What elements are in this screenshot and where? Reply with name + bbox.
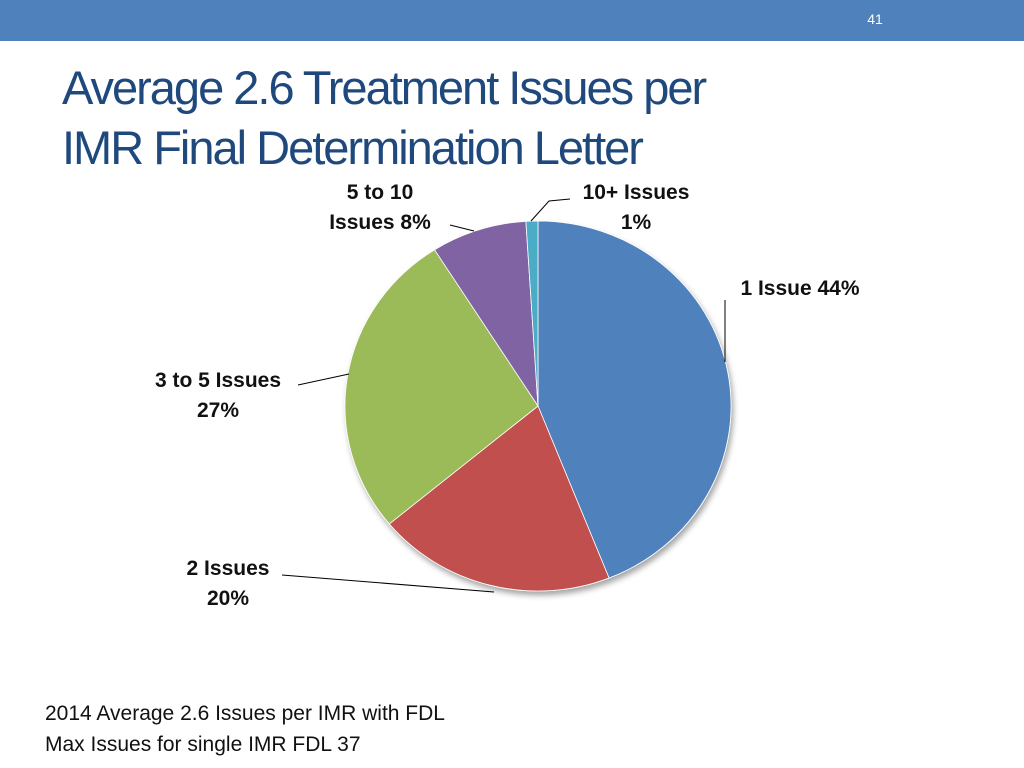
slide-number: 41: [867, 11, 883, 27]
slice-label-3-line-1: 3 to 5 Issues: [155, 369, 281, 392]
slice-label-4-line-2: Issues 8%: [329, 211, 431, 234]
title-line-1: Average 2.6 Treatment Issues per: [62, 61, 707, 114]
pie-slice-1: [537, 220, 732, 579]
top-bar: [0, 0, 1024, 41]
footnote-line-2: Max Issues for single IMR FDL 37: [45, 733, 361, 756]
slice-label-5-line-1: 10+ Issues: [583, 181, 690, 204]
leader-line-3: [297, 373, 350, 386]
pie-slice-4: [434, 220, 539, 408]
slice-label-5-line-2: 1%: [621, 211, 652, 234]
slice-label-2-line-1: 2 Issues: [187, 557, 270, 580]
pie-slice-5: [525, 220, 539, 407]
slice-label-3-line-2: 27%: [197, 399, 239, 422]
leader-line-5: [530, 198, 571, 222]
slide-title: Average 2.6 Treatment Issues per IMR Fin…: [62, 58, 707, 178]
footnote: 2014 Average 2.6 Issues per IMR with FDL…: [45, 698, 445, 760]
leader-line-4: [449, 224, 475, 232]
title-line-2: IMR Final Determination Letter: [62, 121, 644, 174]
footnote-line-1: 2014 Average 2.6 Issues per IMR with FDL: [45, 702, 445, 725]
slice-label-1-line-1: 1 Issue 44%: [740, 277, 859, 300]
pie-slice-3: [344, 249, 539, 525]
slice-label-2-line-2: 20%: [207, 587, 249, 610]
slice-label-4-line-1: 5 to 10: [347, 181, 414, 204]
leader-line-2: [281, 574, 495, 593]
pie-slice-2: [388, 405, 610, 592]
